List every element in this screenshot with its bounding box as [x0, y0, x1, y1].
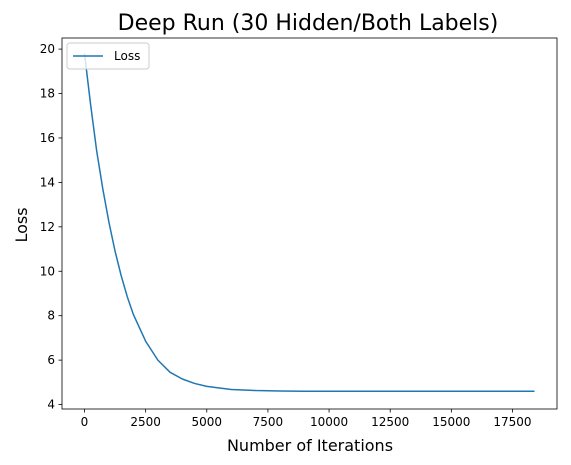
legend-label: Loss — [114, 49, 140, 63]
x-tick-label: 5000 — [192, 415, 223, 429]
x-tick-label: 2500 — [130, 415, 161, 429]
plot-frame — [61, 37, 558, 410]
x-axis-label: Number of Iterations — [227, 436, 393, 455]
plot-area — [61, 37, 558, 410]
y-tick-label: 4 — [47, 398, 55, 412]
x-axis: 0 2500 5000 7500 10000 12500 15000 17500 — [81, 409, 532, 429]
y-axis-label: Loss — [12, 207, 31, 242]
y-tick-label: 14 — [40, 175, 55, 189]
x-tick-label: 10000 — [310, 415, 348, 429]
chart-title: Deep Run (30 Hidden/Both Labels) — [118, 11, 499, 36]
x-tick-label: 15000 — [432, 415, 470, 429]
y-tick-label: 12 — [40, 220, 55, 234]
x-tick-label: 17500 — [493, 415, 531, 429]
y-tick-label: 6 — [47, 353, 55, 367]
series-line-loss — [83, 53, 535, 392]
legend: Loss — [66, 42, 150, 70]
legend-box — [66, 42, 150, 70]
y-axis: 4 6 8 10 12 14 16 18 20 — [40, 42, 62, 412]
y-tick-label: 10 — [40, 264, 55, 278]
x-tick-label: 12500 — [371, 415, 409, 429]
y-tick-label: 8 — [47, 309, 55, 323]
y-tick-label: 16 — [40, 131, 55, 145]
x-tick-label: 0 — [81, 415, 89, 429]
y-tick-label: 18 — [40, 87, 55, 101]
x-tick-label: 7500 — [253, 415, 284, 429]
y-tick-label: 20 — [40, 42, 55, 56]
